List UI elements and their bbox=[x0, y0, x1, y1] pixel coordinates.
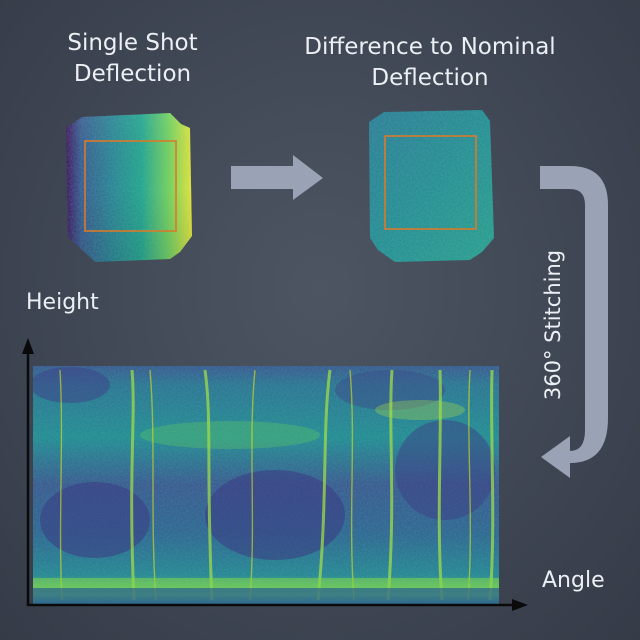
difference-title-line1: Difference to Nominal bbox=[304, 34, 556, 60]
stitched-height-map bbox=[33, 366, 499, 604]
difference-title: Difference to Nominal Deflection bbox=[300, 32, 560, 94]
single-shot-roi-box bbox=[84, 140, 177, 232]
single-shot-title: Single Shot Deflection bbox=[40, 28, 225, 90]
y-axis-label: Height bbox=[26, 290, 99, 315]
x-axis-label: Angle bbox=[542, 568, 605, 593]
process-arrow bbox=[231, 155, 323, 200]
stitching-arrow bbox=[540, 166, 608, 478]
x-axis-arrowhead bbox=[512, 599, 528, 611]
plot-axes bbox=[22, 338, 528, 611]
difference-title-line2: Deflection bbox=[371, 65, 489, 91]
difference-roi-box bbox=[384, 135, 477, 230]
difference-deflection-image bbox=[369, 110, 494, 262]
y-axis-arrowhead bbox=[22, 338, 34, 354]
single-shot-deflection-image bbox=[66, 113, 192, 262]
single-shot-title-line1: Single Shot bbox=[67, 30, 198, 56]
stitching-label: 360° Stitching bbox=[541, 249, 565, 401]
single-shot-title-line2: Deflection bbox=[73, 61, 192, 87]
